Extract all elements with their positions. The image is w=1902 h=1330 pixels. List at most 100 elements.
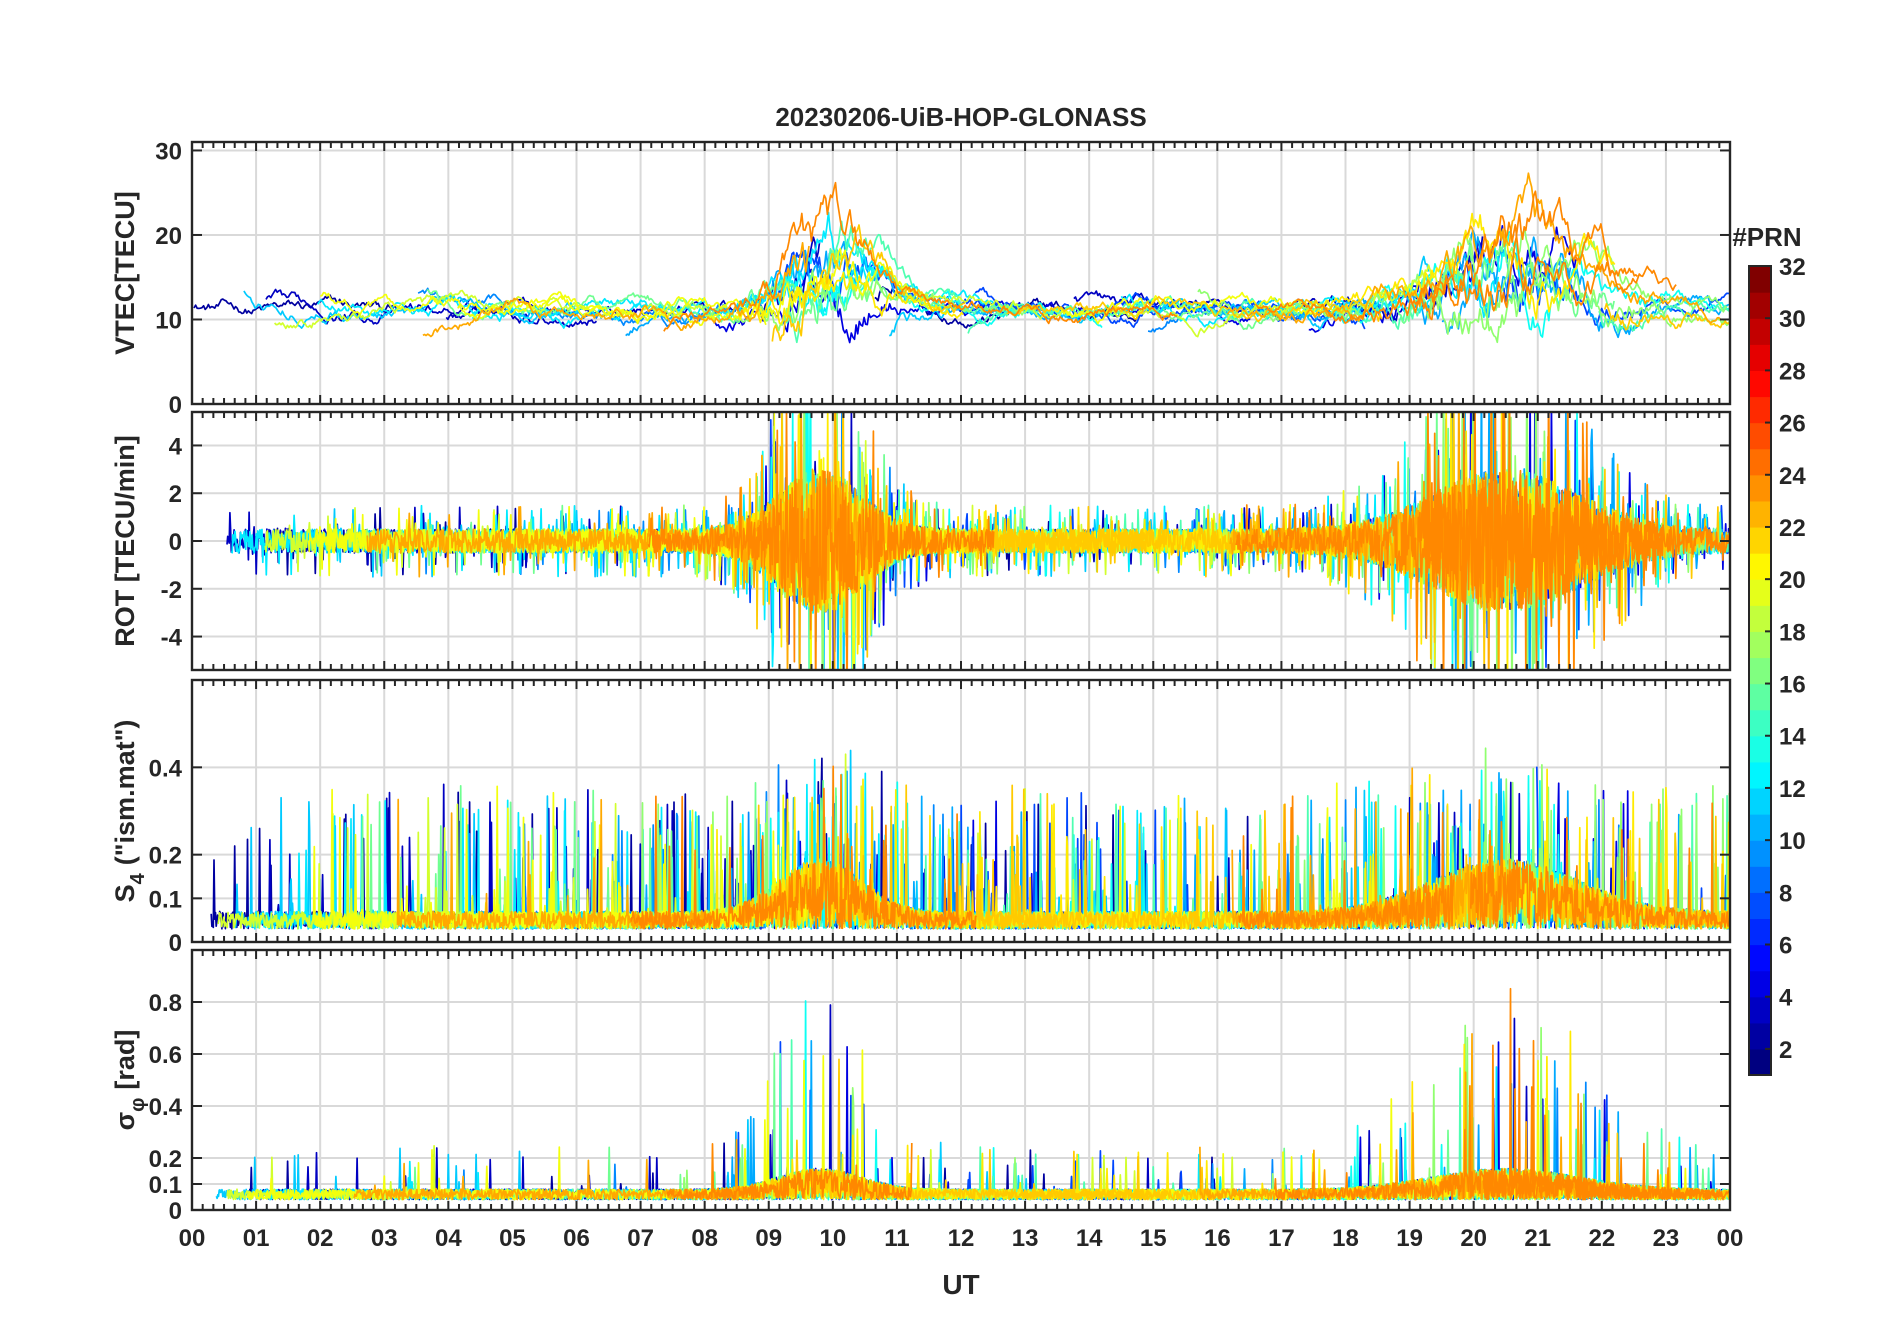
- y-tick-label: -4: [161, 625, 183, 652]
- series-group: [210, 747, 1730, 930]
- y-tick-label: 0.4: [149, 755, 183, 782]
- colorbar-segment: [1749, 396, 1771, 424]
- x-tick-label: 02: [307, 1225, 334, 1252]
- colorbar-segment: [1749, 970, 1771, 998]
- y-axis-label: S4("ism.mat"): [110, 720, 149, 903]
- x-tick-label: 10: [819, 1225, 846, 1252]
- colorbar-tick-label: 22: [1779, 515, 1806, 542]
- prn-17-series: [1197, 228, 1728, 335]
- x-tick-label: 14: [1076, 1225, 1103, 1252]
- prn-24-series: [666, 1142, 913, 1201]
- x-tick-label: 07: [627, 1225, 654, 1252]
- prn-24-series: [1469, 799, 1730, 930]
- x-tick-label: 21: [1524, 1225, 1551, 1252]
- y-tick-label: 30: [155, 138, 182, 165]
- prn-20-series: [1052, 291, 1318, 325]
- colorbar-segment: [1749, 318, 1771, 345]
- colorbar-frame: [1748, 265, 1772, 1076]
- colorbar-segment: [1749, 1022, 1771, 1050]
- prn-21-series: [735, 271, 964, 325]
- colorbar-segment: [1749, 631, 1771, 659]
- y-tick-label: 0.1: [149, 886, 182, 913]
- prn-24-series: [1254, 190, 1677, 324]
- colorbar-segment: [1749, 422, 1771, 450]
- x-tick-label: 01: [243, 1225, 270, 1252]
- y-tick-label: 0: [169, 1198, 182, 1225]
- colorbar-segment: [1749, 579, 1771, 606]
- colorbar-segment: [1749, 918, 1771, 946]
- x-tick-label: 12: [948, 1225, 975, 1252]
- x-tick-label: 19: [1396, 1225, 1423, 1252]
- x-tick-label: 20: [1460, 1225, 1487, 1252]
- prn-22-series: [739, 784, 1053, 930]
- x-tick-label: 22: [1588, 1225, 1615, 1252]
- y-axis-label: ROT [TECU/min]: [110, 435, 140, 646]
- colorbar-tick-label: 18: [1779, 619, 1806, 646]
- prn-15-series: [1598, 302, 1730, 334]
- y-tick-label: 0.1: [149, 1172, 182, 1199]
- prn-24-series: [1410, 215, 1638, 321]
- colorbar-tick-label: 6: [1779, 933, 1792, 960]
- x-tick-label: 18: [1332, 1225, 1359, 1252]
- colorbar-tick-label: 28: [1779, 358, 1806, 385]
- colorbar-tick-label: 10: [1779, 828, 1806, 855]
- colorbar-segment: [1749, 814, 1771, 841]
- prn-22-series: [1006, 295, 1383, 323]
- x-tick-label: 23: [1653, 1225, 1680, 1252]
- colorbar-segment: [1749, 996, 1771, 1024]
- colorbar-segment: [1749, 657, 1771, 685]
- colorbar-segment: [1749, 344, 1771, 371]
- vtec-panel: 0 10 20 30 VTEC[TECU]: [110, 138, 1732, 419]
- prn-12-series: [316, 266, 895, 320]
- colorbar-segment: [1749, 683, 1771, 711]
- prn-23-series: [1226, 172, 1722, 324]
- colorbar-segment: [1749, 266, 1771, 293]
- x-tick-label: 09: [755, 1225, 782, 1252]
- chart-title: 20230206-UiB-HOP-GLONASS: [775, 102, 1146, 132]
- colorbar-tick-label: 4: [1779, 985, 1793, 1012]
- colorbar-segment: [1749, 370, 1771, 398]
- y-tick-label: 0.2: [149, 1146, 182, 1173]
- colorbar-tick-label: 8: [1779, 880, 1792, 907]
- x-axis: 00 01 02 03 04 05 06 07 08 09 10 11 12 13 14 15 16 17 18 19…: [179, 1225, 1744, 1252]
- y-tick-label: 0: [169, 529, 182, 556]
- colorbar-tick-label: 2: [1779, 1037, 1792, 1064]
- colorbar-segment: [1749, 840, 1771, 867]
- colorbar-tick-label: 12: [1779, 776, 1806, 803]
- colorbar-segment: [1749, 605, 1771, 632]
- prn-22-series: [771, 224, 966, 342]
- y-axis-label: σφ[rad]: [110, 1030, 149, 1131]
- x-tick-label: 11: [884, 1225, 909, 1252]
- x-tick-label: 03: [371, 1225, 398, 1252]
- series-group: [226, 412, 1730, 670]
- y-tick-label: 20: [155, 223, 182, 250]
- y-tick-label: 10: [155, 307, 182, 334]
- colorbar-segment: [1749, 735, 1771, 763]
- prn-23-series: [422, 241, 810, 338]
- series-group: [193, 172, 1730, 344]
- y-tick-label: 0: [169, 392, 182, 419]
- x-axis-label: UT: [942, 1269, 979, 1300]
- prn-24-series: [1273, 987, 1713, 1201]
- x-tick-label: 17: [1268, 1225, 1295, 1252]
- y-tick-label: 0: [169, 930, 182, 957]
- x-tick-label: 15: [1140, 1225, 1167, 1252]
- sigma-phi-panel: 00.10.2 0.4 0.6 0.8σφ[rad]: [110, 948, 1732, 1225]
- colorbar-tick-label: 16: [1779, 672, 1806, 699]
- colorbar-tick-label: 24: [1779, 463, 1806, 490]
- x-tick-label: 00: [179, 1225, 206, 1252]
- y-tick-label: 0.4: [149, 1094, 183, 1121]
- prn-24-series: [1238, 795, 1455, 930]
- x-tick-label: 06: [563, 1225, 590, 1252]
- prn-11-series: [243, 290, 585, 329]
- prn-17-series: [1425, 232, 1730, 344]
- colorbar-label: #PRN: [1732, 222, 1801, 252]
- prn-20-series: [320, 291, 767, 327]
- colorbar-segment: [1749, 1048, 1771, 1076]
- y-tick-label: 0.8: [149, 990, 182, 1017]
- colorbar-tick-label: 26: [1779, 411, 1806, 438]
- s4-panel: 0 0.1 0.2 0.4S4("ism.mat"): [110, 678, 1732, 957]
